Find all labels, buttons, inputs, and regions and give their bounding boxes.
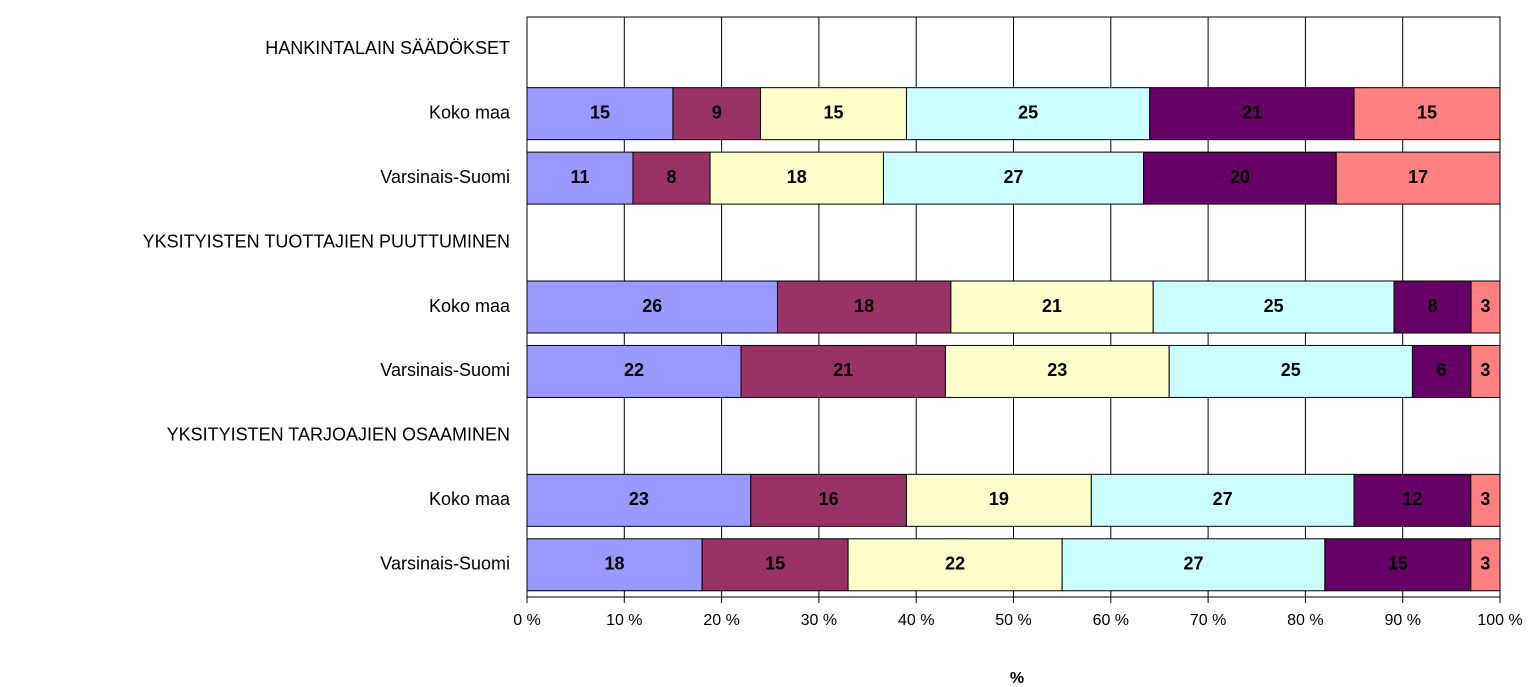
bar-value-label: 15: [590, 102, 610, 122]
x-tick-label: 30 %: [801, 612, 837, 629]
bar-value-label: 25: [1264, 296, 1284, 316]
y-tick-label: Koko maa: [429, 296, 511, 316]
x-tick-label: 40 %: [898, 612, 934, 629]
bar-segment: [526, 538, 703, 592]
x-tick-label: 90 %: [1384, 612, 1420, 629]
bar-value-label: 15: [823, 102, 843, 122]
bar-segment: [1168, 344, 1413, 398]
y-tick-label: Varsinais-Suomi: [380, 554, 510, 574]
bar-segment: [1149, 87, 1355, 141]
bar-segment: [882, 151, 1145, 205]
bar-value-label: 20: [1230, 167, 1250, 187]
bar-segment: [740, 344, 946, 398]
bar-value-label: 27: [1183, 554, 1203, 574]
bar-value-label: 8: [1428, 296, 1438, 316]
bar-segment: [1393, 280, 1472, 334]
bar-segment: [1353, 473, 1472, 527]
bar-value-label: 18: [787, 167, 807, 187]
bar-segment: [709, 151, 884, 205]
bar-segment: [944, 344, 1170, 398]
bar-segment: [1411, 344, 1472, 398]
bar-value-label: 9: [712, 102, 722, 122]
x-tick-label: 50 %: [995, 612, 1031, 629]
x-tick-label: 80 %: [1287, 612, 1323, 629]
y-tick-label: YKSITYISTEN TUOTTAJIEN PUUTTUMINEN: [143, 231, 510, 251]
bar-value-label: 23: [629, 489, 649, 509]
bar-value-label: 15: [1388, 554, 1408, 574]
bar-segment: [847, 538, 1063, 592]
x-tick-label: 20 %: [703, 612, 739, 629]
bar-segment: [1470, 473, 1501, 527]
bar-value-label: 22: [624, 360, 644, 380]
bar-segment: [1470, 344, 1501, 398]
bar-value-label: 23: [1047, 360, 1067, 380]
bar-segment: [1470, 538, 1501, 592]
bar-value-label: 3: [1480, 489, 1490, 509]
bar-segment: [672, 87, 762, 141]
bar-value-label: 17: [1408, 167, 1428, 187]
x-tick-label: 100 %: [1477, 612, 1522, 629]
bar-value-label: 15: [765, 554, 785, 574]
bar-value-label: 19: [989, 489, 1009, 509]
bar-segment: [1090, 473, 1355, 527]
bar-value-label: 12: [1402, 489, 1422, 509]
bar-value-label: 3: [1481, 296, 1491, 316]
bar-segment: [526, 344, 742, 398]
bar-value-label: 16: [819, 489, 839, 509]
bar-segment: [1353, 87, 1501, 141]
x-tick-label: 70 %: [1190, 612, 1226, 629]
bar-value-label: 3: [1480, 360, 1490, 380]
x-tick-label: 0 %: [513, 612, 541, 629]
bar-segment: [760, 87, 907, 141]
bar-segment: [905, 473, 1092, 527]
bar-value-label: 22: [945, 554, 965, 574]
bar-value-label: 26: [642, 296, 662, 316]
bar-segment: [1335, 151, 1501, 205]
bar-value-label: 21: [833, 360, 853, 380]
bar-value-label: 27: [1003, 167, 1023, 187]
bar-value-label: 3: [1480, 554, 1490, 574]
x-tick-label: 60 %: [1093, 612, 1129, 629]
y-tick-label: Varsinais-Suomi: [380, 167, 510, 187]
bar-segment: [632, 151, 711, 205]
bar-value-label: 25: [1018, 102, 1038, 122]
bar-segment: [526, 280, 778, 334]
bar-segment: [905, 87, 1151, 141]
bar-segment: [526, 151, 634, 205]
bar-segment: [776, 280, 952, 334]
bar-value-label: 15: [1417, 102, 1437, 122]
bar-segment: [1061, 538, 1326, 592]
bar-value-label: 27: [1213, 489, 1233, 509]
bar-value-label: 11: [570, 167, 589, 187]
bar-segment: [526, 87, 674, 141]
bar-value-label: 8: [666, 167, 676, 187]
bar-value-label: 18: [854, 296, 874, 316]
y-tick-label: Varsinais-Suomi: [380, 360, 510, 380]
y-tick-label: Koko maa: [429, 489, 511, 509]
bar-value-label: 25: [1281, 360, 1301, 380]
bar-value-label: 18: [605, 554, 625, 574]
y-tick-label: YKSITYISTEN TARJOAJIEN OSAAMINEN: [167, 425, 510, 445]
bar-value-label: 21: [1242, 102, 1262, 122]
bar-segment: [1470, 280, 1501, 334]
x-tick-label: 10 %: [606, 612, 642, 629]
y-tick-label: Koko maa: [429, 102, 511, 122]
bar-segment: [526, 473, 752, 527]
y-tick-label: HANKINTALAIN SÄÄDÖKSET: [265, 38, 510, 58]
bar-segment: [750, 473, 907, 527]
x-axis-title: %: [1010, 670, 1024, 687]
bar-value-label: 21: [1042, 296, 1062, 316]
bar-segment: [701, 538, 849, 592]
bar-value-label: 6: [1437, 360, 1447, 380]
